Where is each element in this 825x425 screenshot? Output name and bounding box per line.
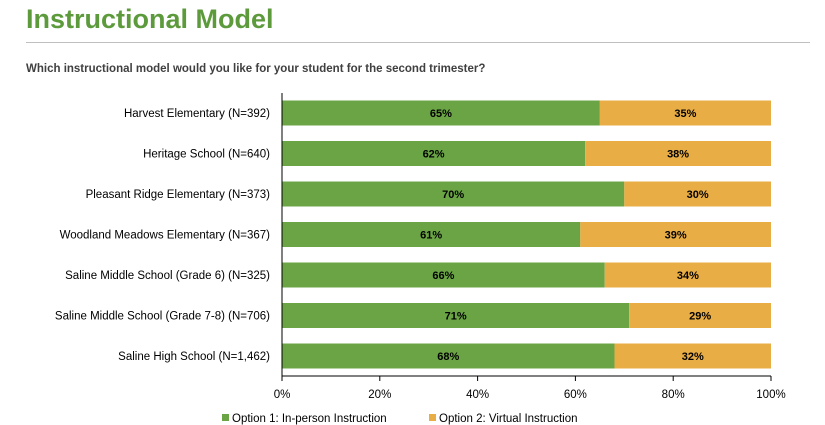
x-tick-label: 40% [466, 389, 489, 401]
bar-in-person [282, 100, 600, 126]
title-divider [26, 42, 810, 43]
data-label: 65% [430, 108, 452, 120]
data-label: 32% [682, 351, 704, 363]
bar-in-person [282, 303, 630, 328]
legend-label-in-person: Option 1: In-person Instruction [232, 413, 387, 425]
bar-virtual [604, 262, 771, 288]
data-label: 34% [677, 270, 699, 282]
data-label: 30% [687, 189, 709, 201]
category-label: Saline High School (N=1,462) [118, 351, 270, 363]
category-label: Harvest Elementary (N=392) [124, 108, 270, 120]
bar-virtual [585, 141, 771, 166]
data-label: 29% [689, 311, 711, 323]
category-label: Woodland Meadows Elementary (N=367) [60, 230, 271, 242]
bar-virtual [629, 303, 771, 328]
page-title: Instructional Model [26, 4, 274, 34]
data-label: 35% [674, 108, 696, 120]
x-tick-label: 80% [662, 389, 685, 401]
data-label: 66% [432, 270, 454, 282]
category-label: Saline Middle School (Grade 6) (N=325) [65, 270, 270, 282]
data-label: 38% [667, 149, 689, 161]
x-tick-label: 20% [368, 389, 391, 401]
data-label: 61% [420, 230, 442, 242]
survey-question: Which instructional model would you like… [26, 63, 486, 75]
bar-in-person [282, 222, 581, 247]
bar-virtual [599, 100, 771, 126]
data-label: 70% [442, 189, 464, 201]
bar-in-person [282, 181, 625, 207]
legend-label-virtual: Option 2: Virtual Instruction [439, 413, 578, 425]
data-label: 71% [445, 311, 467, 323]
bar-virtual [614, 343, 771, 369]
legend-swatch-virtual [429, 414, 436, 421]
bar-virtual [624, 181, 771, 207]
bar-in-person [282, 141, 586, 166]
bar-in-person [282, 262, 605, 288]
category-label: Saline Middle School (Grade 7-8) (N=706) [55, 311, 270, 323]
data-label: 62% [423, 149, 445, 161]
data-label: 39% [665, 230, 687, 242]
x-tick-label: 0% [274, 389, 291, 401]
data-label: 68% [437, 351, 459, 363]
category-label: Pleasant Ridge Elementary (N=373) [86, 189, 271, 201]
x-tick-label: 100% [756, 389, 785, 401]
x-tick-label: 60% [564, 389, 587, 401]
bar-in-person [282, 343, 615, 369]
legend-swatch-in-person [222, 414, 229, 421]
bar-virtual [580, 222, 771, 247]
category-label: Heritage School (N=640) [143, 149, 270, 161]
